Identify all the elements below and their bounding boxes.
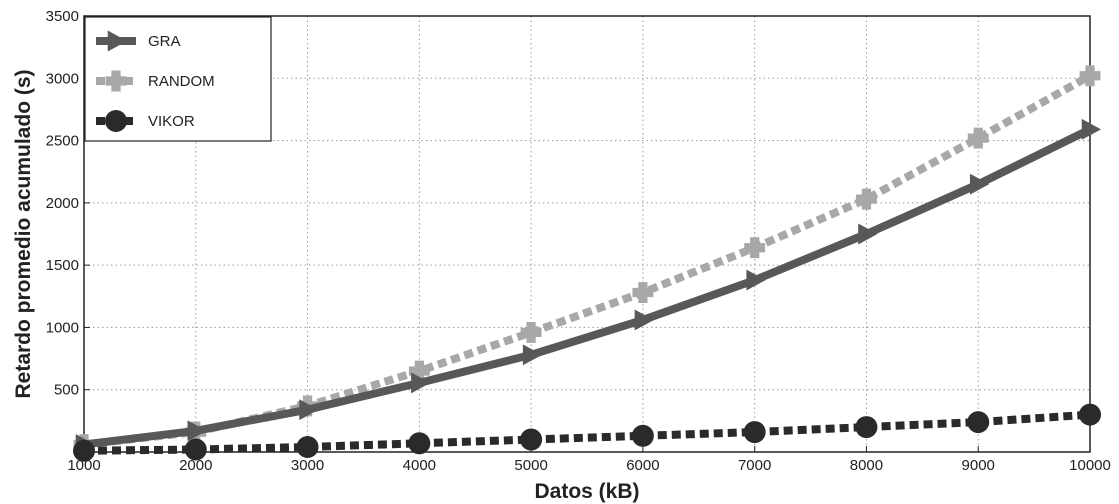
y-tick-label: 500 — [54, 382, 79, 399]
data-point-random — [408, 360, 430, 382]
legend-label: GRA — [148, 33, 181, 50]
data-point-gra — [411, 372, 431, 394]
x-axis: 1000 2000 3000 4000 5000 6000 7000 8000 9000 1000… — [67, 446, 1111, 474]
x-tick-label: 8000 — [850, 457, 883, 474]
x-tick-label: 9000 — [962, 457, 995, 474]
plot-area — [83, 15, 1091, 453]
series-group — [73, 65, 1101, 462]
x-tick-label: 7000 — [738, 457, 771, 474]
legend-swatch-marker — [107, 30, 127, 52]
x-tick-label: 10000 — [1069, 457, 1111, 474]
legend: GRA RANDOM VIKOR — [84, 16, 272, 142]
legend-item-gra: GRA — [96, 30, 181, 52]
legend-item-vikor: VIKOR — [96, 110, 195, 132]
x-tick-label: 1000 — [67, 457, 100, 474]
x-axis-title: Datos (kB) — [534, 480, 639, 503]
data-point-vikor — [743, 421, 766, 444]
data-point-vikor — [855, 416, 878, 439]
data-point-random — [744, 237, 766, 259]
y-axis-title: Retardo promedio acumulado (s) — [12, 69, 35, 398]
data-point-vikor — [631, 424, 654, 447]
y-tick-label: 3000 — [46, 70, 79, 87]
legend-label: VIKOR — [148, 113, 195, 130]
series-gra — [75, 118, 1101, 455]
data-point-gra — [522, 344, 543, 366]
y-tick-label: 2000 — [46, 195, 79, 212]
data-point-random — [520, 321, 542, 343]
data-point-random — [632, 282, 654, 303]
series-line-gra — [83, 125, 1092, 449]
data-point-gra — [1081, 118, 1101, 140]
x-tick-label: 2000 — [179, 457, 212, 474]
data-point-gra — [299, 399, 319, 421]
data-point-random — [855, 188, 877, 210]
data-point-vikor — [408, 432, 431, 455]
data-point-gra — [187, 420, 207, 442]
legend-label: RANDOM — [148, 73, 215, 90]
x-tick-label: 6000 — [626, 457, 659, 474]
data-point-vikor — [296, 436, 319, 459]
data-point-random — [1079, 65, 1101, 87]
data-point-gra — [634, 309, 654, 331]
legend-swatch-marker — [105, 110, 127, 132]
y-tick-label: 3500 — [46, 8, 79, 25]
data-point-vikor — [520, 428, 543, 451]
legend-swatch-marker — [105, 70, 127, 92]
data-point-vikor — [73, 439, 95, 462]
series-vikor — [73, 403, 1101, 462]
data-point-vikor — [967, 411, 990, 434]
data-point-gra — [969, 173, 990, 195]
y-tick-label: 1500 — [46, 257, 79, 274]
x-tick-label: 3000 — [291, 457, 324, 474]
x-tick-label: 5000 — [514, 457, 547, 474]
data-point-vikor — [1079, 403, 1101, 426]
y-tick-label: 2500 — [46, 133, 79, 150]
data-point-gra — [858, 223, 878, 245]
data-point-gra — [746, 269, 766, 291]
y-axis: 500 1000 1500 2000 2500 3000 3500 — [46, 8, 90, 399]
data-point-random — [967, 127, 989, 149]
y-tick-label: 1000 — [46, 319, 79, 336]
x-tick-label: 4000 — [403, 457, 436, 474]
legend-item-random: RANDOM — [96, 70, 215, 92]
data-point-vikor — [184, 438, 207, 461]
